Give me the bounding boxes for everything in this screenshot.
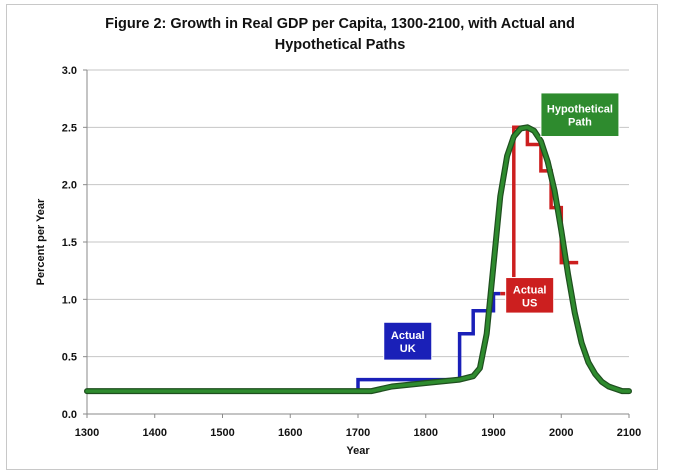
- axes: 0.0 0.5 1.0 1.5 2.0 2.5 3.0 1300 1400 1500 1600 170…: [62, 65, 642, 439]
- x-tick-label: 1400: [143, 427, 167, 439]
- series-actual-uk: [87, 291, 501, 393]
- y-tick-label: 2.5: [62, 122, 77, 134]
- x-tick-label: 1600: [278, 427, 302, 439]
- x-tick-label: 1900: [481, 427, 505, 439]
- callout-us-line-1: Actual: [513, 284, 547, 296]
- x-axis-title: Year: [346, 445, 370, 457]
- x-tick-label: 1500: [210, 427, 234, 439]
- x-tick-label: 1800: [414, 427, 438, 439]
- series-lines: [84, 124, 632, 395]
- y-tick-label: 1.5: [62, 237, 77, 249]
- callout-us-line-2: US: [522, 297, 537, 309]
- y-tick-label: 0.5: [62, 352, 77, 364]
- callout-uk-line-2: UK: [400, 343, 416, 355]
- callout-us-box: [505, 277, 555, 314]
- x-tick-label: 2000: [549, 427, 573, 439]
- callout-hyp-line-1: Hypothetical: [547, 104, 613, 116]
- chart-title-line-2: Hypothetical Paths: [274, 37, 406, 53]
- chart-title: Figure 2: Growth in Real GDP per Capita,…: [0, 14, 680, 56]
- callout-hyp-box: [540, 92, 620, 138]
- series-hypothetical-path: [85, 125, 631, 393]
- callout-uk-line-1: Actual: [391, 330, 425, 342]
- chart-title-line-1: Figure 2: Growth in Real GDP per Capita,…: [105, 16, 575, 32]
- y-tick-label: 3.0: [62, 65, 77, 77]
- x-tick-label: 1300: [75, 427, 99, 439]
- callout-uk-box: [383, 321, 433, 361]
- x-tick-label: 1700: [346, 427, 370, 439]
- x-tick-label: 2100: [617, 427, 641, 439]
- y-tick-label: 2.0: [62, 180, 77, 192]
- y-axis-title: Percent per Year: [35, 198, 47, 285]
- gridlines: [87, 69, 629, 358]
- callout-hyp-line-2: Path: [568, 117, 592, 129]
- y-tick-label: 1.0: [62, 294, 77, 306]
- y-tick-label: 0.0: [62, 409, 77, 421]
